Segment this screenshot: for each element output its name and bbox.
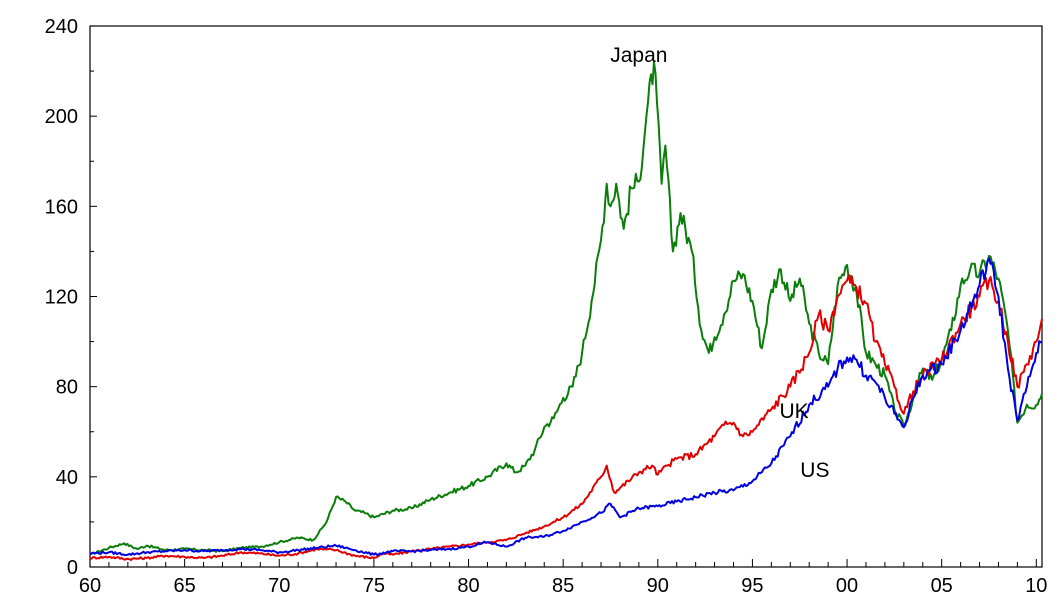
x-tick-label: 90 [647, 575, 669, 597]
x-tick-label: 05 [931, 575, 953, 597]
series-lines [89, 61, 1043, 561]
plot-frame [89, 25, 1043, 568]
series-line-us [89, 257, 1043, 557]
x-tick-label: 00 [836, 575, 858, 597]
series-label-uk: UK [779, 400, 808, 423]
x-tick-label: 70 [268, 575, 290, 597]
x-tick-label: 85 [552, 575, 574, 597]
series-line-uk [89, 273, 1043, 561]
x-axis: 60 65 70 75 80 85 90 95 00 05 10 [79, 559, 1047, 597]
series-line-japan [89, 61, 1043, 556]
y-axis: 0 40 80 120 160 200 240 [45, 16, 97, 579]
series-label-japan: Japan [610, 44, 667, 67]
y-tick-label: 80 [56, 377, 78, 399]
y-tick-label: 40 [56, 467, 78, 489]
x-tick-label: 65 [174, 575, 196, 597]
x-tick-label: 60 [79, 575, 101, 597]
x-tick-label: 75 [363, 575, 385, 597]
y-tick-label: 160 [45, 196, 78, 218]
y-tick-label: 240 [45, 16, 78, 38]
x-tick-label: 95 [741, 575, 763, 597]
x-tick-label: 80 [457, 575, 479, 597]
y-tick-label: 120 [45, 287, 78, 309]
y-tick-label: 200 [45, 106, 78, 128]
series-labels: Japan UK US [610, 44, 829, 482]
y-tick-label: 0 [67, 557, 78, 579]
series-label-us: US [800, 459, 829, 482]
x-tick-label: 10 [1025, 575, 1047, 597]
